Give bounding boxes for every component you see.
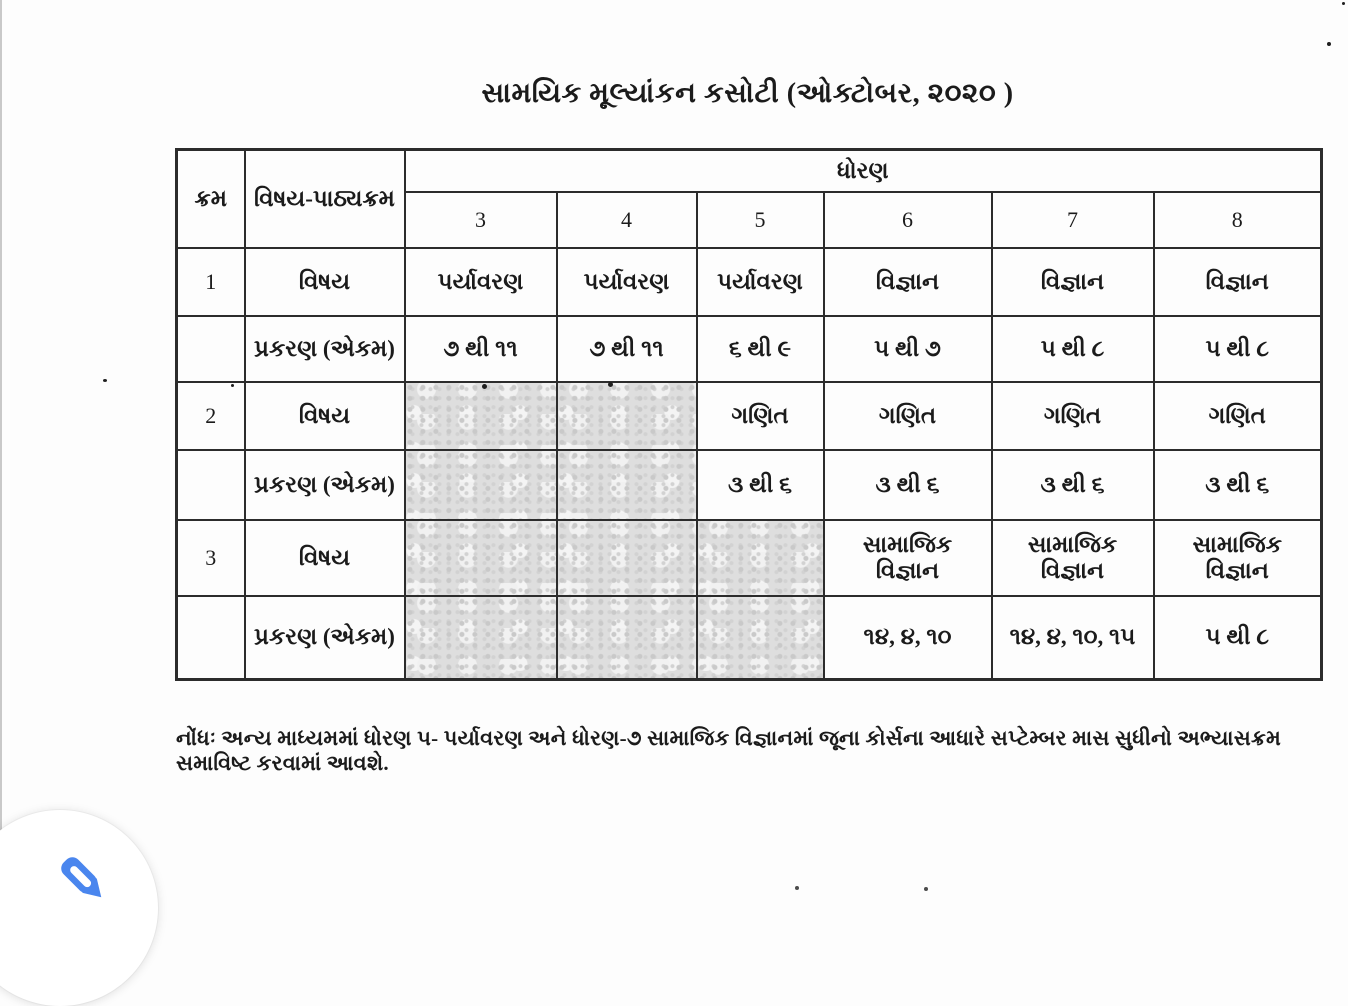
header-cell-subject-curriculum: વિષય-પાઠ્યક્રમ: [243, 148, 406, 249]
subject-cell: ગણિત: [695, 380, 825, 451]
subject-cell: વિજ્ઞાન: [990, 246, 1155, 317]
header-cell-kram: ક્રમ: [175, 148, 246, 249]
subject-cell: સામાજિક વિજ્ઞાન: [990, 518, 1155, 597]
row-label-subject: વિષય: [243, 518, 406, 597]
unit-cell: ૫ થી ૮: [1152, 594, 1323, 681]
unit-cell: ૩ થી ૬: [990, 448, 1155, 521]
grade-header-3: 3: [403, 190, 558, 249]
shaded-cell: [555, 594, 698, 681]
subject-cell: વિજ્ઞાન: [1152, 246, 1323, 317]
shaded-cell: [695, 594, 825, 681]
table-row: 2 વિષય ગણિત ગણિત ગણિત ગણિત: [175, 380, 1323, 451]
grade-header-5: 5: [695, 190, 825, 249]
subject-cell: સામાજિક વિજ્ઞાન: [822, 518, 993, 597]
subject-cell: પર્યાવરણ: [695, 246, 825, 317]
subject-cell: ગણિત: [990, 380, 1155, 451]
subject-cell: ગણિત: [1152, 380, 1323, 451]
evaluation-schedule-table: ક્રમ વિષય-પાઠ્યક્રમ ધોરણ 3 4 5 6 7 8 1 વ…: [175, 148, 1324, 681]
page-root: { "document": { "title": "સામયિક મૂલ્યાં…: [0, 0, 1345, 908]
row-label-subject: વિષય: [243, 246, 406, 317]
empty-cell: [175, 594, 246, 681]
shaded-cell: [695, 518, 825, 597]
subject-cell: પર્યાવરણ: [555, 246, 698, 317]
unit-cell: ૩ થી ૬: [1152, 448, 1323, 521]
shaded-cell: [403, 594, 558, 681]
shaded-cell: [403, 448, 558, 521]
grade-header-6: 6: [822, 190, 993, 249]
scan-left-edge-line: [0, 0, 2, 908]
subject-cell: સામાજિક વિજ્ઞાન: [1152, 518, 1323, 597]
unit-cell: ૫ થી ૮: [1152, 314, 1323, 383]
row-number-cell: 3: [175, 518, 246, 597]
unit-cell: ૩ થી ૬: [695, 448, 825, 521]
row-number-cell: 2: [175, 380, 246, 451]
unit-cell: ૫ થી ૭: [822, 314, 993, 383]
table-row: પ્રકરણ (એકમ) ૩ થી ૬ ૩ થી ૬ ૩ થી ૬ ૩ થી ૬: [175, 448, 1323, 521]
page-title: સામયિક મૂલ્યાંકન કસોટી (ઓક્ટોબર, ૨૦૨૦ ): [481, 78, 1014, 109]
unit-cell: ૧૪, ૪, ૧૦: [822, 594, 993, 681]
unit-cell: ૭ થી ૧૧: [555, 314, 698, 383]
subject-cell: ગણિત: [822, 380, 993, 451]
unit-cell: ૧૪, ૪, ૧૦, ૧૫: [990, 594, 1155, 681]
table-row: 3 વિષય સામાજિક વિજ્ઞાન સામાજિક વિજ્ઞાન સ…: [175, 518, 1323, 597]
scan-speck: [103, 379, 107, 382]
unit-cell: ૭ થી ૧૧: [403, 314, 558, 383]
grade-header-7: 7: [990, 190, 1155, 249]
scan-speck: [608, 382, 613, 387]
empty-cell: [175, 314, 246, 383]
shaded-cell: [403, 518, 558, 597]
scan-speck: [1342, 2, 1345, 5]
unit-cell: ૫ થી ૮: [990, 314, 1155, 383]
subject-cell: વિજ્ઞાન: [822, 246, 993, 317]
shaded-cell: [403, 380, 558, 451]
row-label-unit: પ્રકરણ (એકમ): [243, 448, 406, 521]
scan-speck: [482, 384, 487, 389]
scan-speck: [924, 887, 928, 891]
table-row: 1 વિષય પર્યાવરણ પર્યાવરણ પર્યાવરણ વિજ્ઞા…: [175, 246, 1323, 317]
shaded-cell: [555, 448, 698, 521]
row-number-cell: 1: [175, 246, 246, 317]
subject-cell: પર્યાવરણ: [403, 246, 558, 317]
scan-speck: [1327, 42, 1331, 46]
shaded-cell: [555, 518, 698, 597]
footnote: નોંધઃ અન્ય માધ્યમમાં ધોરણ ૫- પર્યાવરણ અન…: [176, 726, 1282, 775]
unit-cell: ૩ થી ૬: [822, 448, 993, 521]
scan-speck: [231, 384, 234, 387]
empty-cell: [175, 448, 246, 521]
header-cell-standard: ધોરણ: [403, 148, 1323, 193]
grade-header-4: 4: [555, 190, 698, 249]
row-label-unit: પ્રકરણ (એકમ): [243, 594, 406, 681]
grade-header-8: 8: [1152, 190, 1323, 249]
row-label-subject: વિષય: [243, 380, 406, 451]
table-row: પ્રકરણ (એકમ) ૧૪, ૪, ૧૦ ૧૪, ૪, ૧૦, ૧૫ ૫ થ…: [175, 594, 1323, 681]
table-row: પ્રકરણ (એકમ) ૭ થી ૧૧ ૭ થી ૧૧ ૬ થી ૯ ૫ થી…: [175, 314, 1323, 383]
unit-cell: ૬ થી ૯: [695, 314, 825, 383]
edit-fab-button[interactable]: [0, 810, 158, 1006]
shaded-cell: [555, 380, 698, 451]
scan-speck: [795, 886, 799, 890]
pencil-edit-icon: [61, 857, 102, 898]
row-label-unit: પ્રકરણ (એકમ): [243, 314, 406, 383]
